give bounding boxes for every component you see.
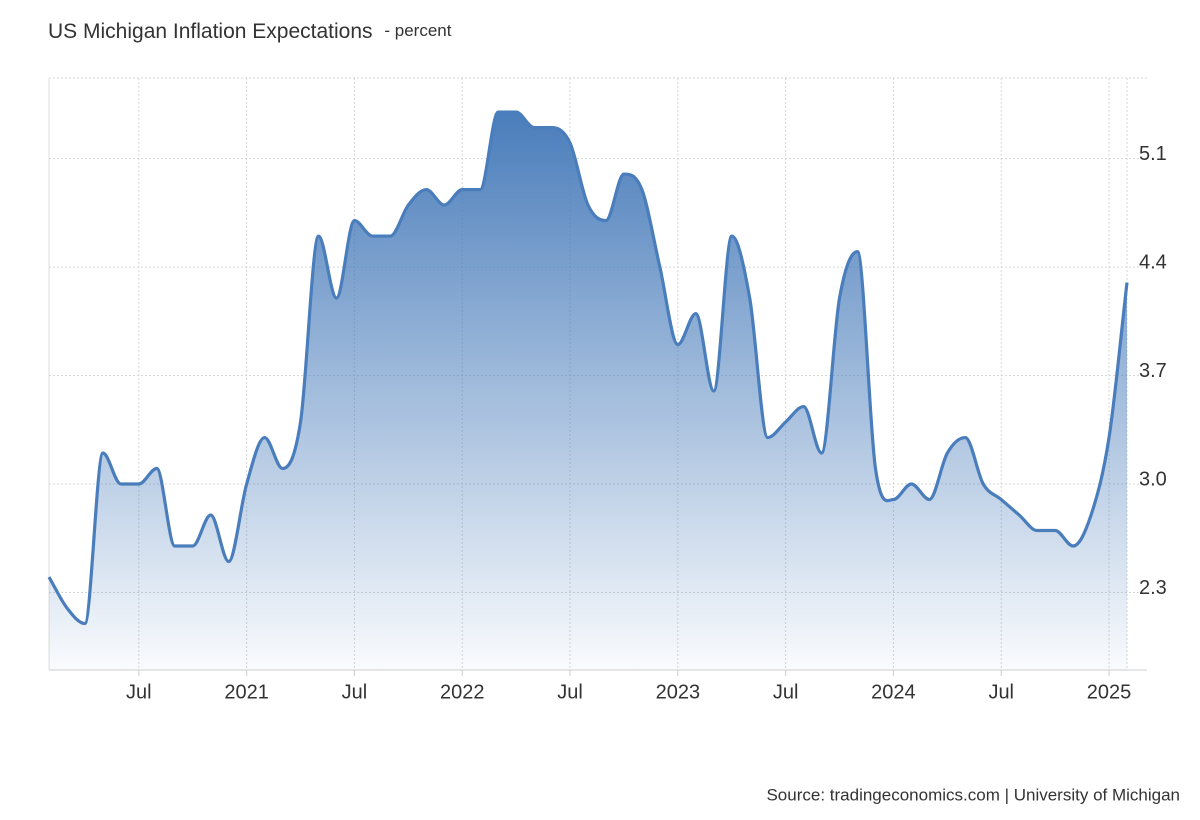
x-tick-label: Jul bbox=[988, 681, 1014, 703]
y-tick-label: 5.1 bbox=[1139, 143, 1167, 165]
series-line bbox=[47, 110, 1129, 626]
y-tick-label: 3.0 bbox=[1139, 468, 1167, 490]
y-tick-label: 4.4 bbox=[1139, 251, 1167, 273]
x-tick-label: 2023 bbox=[656, 681, 701, 703]
x-tick-label: Jul bbox=[342, 681, 368, 703]
title: US Michigan Inflation Expectations bbox=[48, 20, 373, 43]
x-tick-label: 2021 bbox=[224, 681, 269, 703]
y-tick-label: 3.7 bbox=[1139, 360, 1167, 382]
x-tick-label: Jul bbox=[557, 681, 583, 703]
x-tick-label: 2024 bbox=[871, 681, 916, 703]
x-tick-label: Jul bbox=[773, 681, 799, 703]
y-tick-label: 2.3 bbox=[1139, 577, 1167, 599]
x-tick-label: 2022 bbox=[440, 681, 485, 703]
source: Source: tradingeconomics.com | Universit… bbox=[766, 785, 1180, 804]
chart-title: US Michigan Inflation Expectations - per… bbox=[48, 20, 452, 43]
subtitle: - percent bbox=[384, 21, 451, 40]
x-tick-label: 2025 bbox=[1087, 681, 1132, 703]
x-tick-label: Jul bbox=[126, 681, 152, 703]
area-fill bbox=[49, 112, 1127, 670]
